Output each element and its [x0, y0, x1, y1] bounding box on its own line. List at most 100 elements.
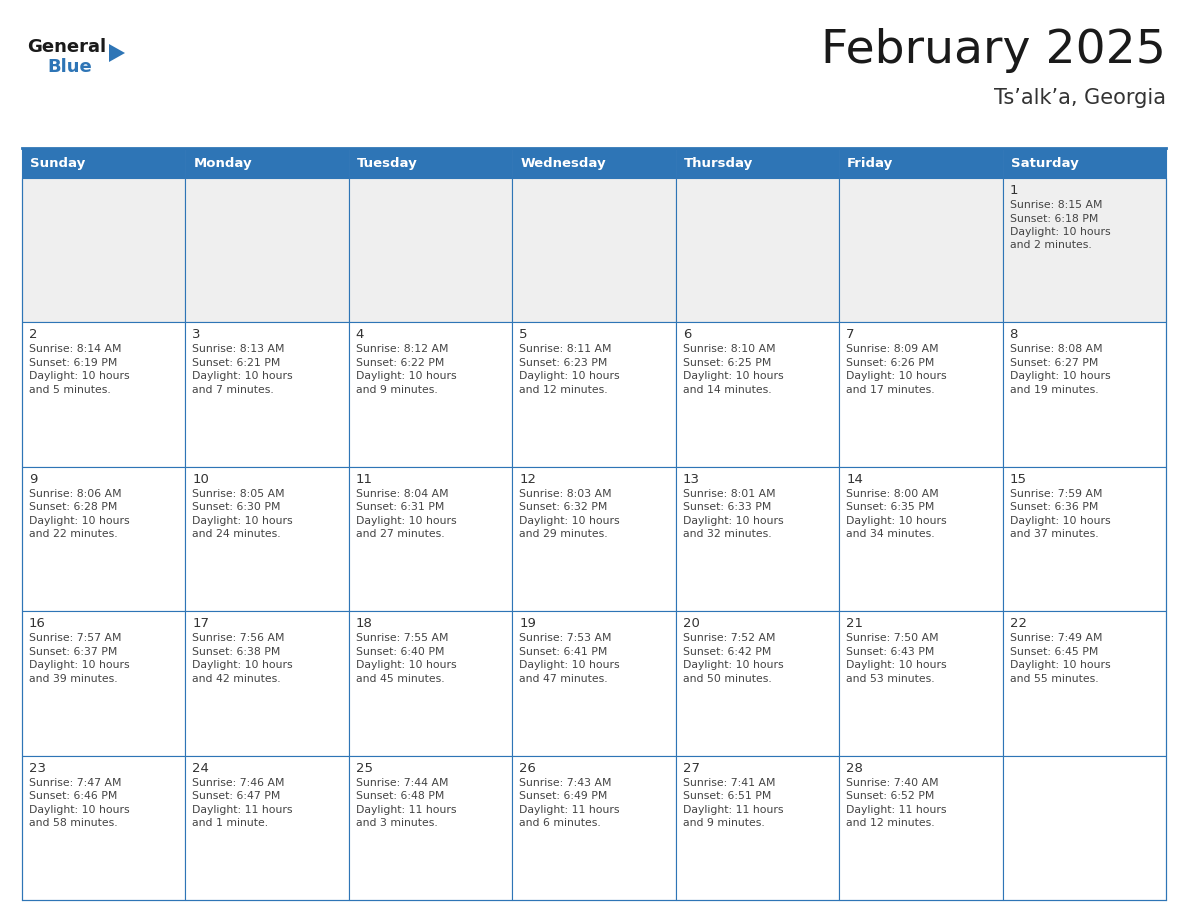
- Text: Sunset: 6:37 PM: Sunset: 6:37 PM: [29, 646, 118, 656]
- Text: Sunrise: 8:14 AM: Sunrise: 8:14 AM: [29, 344, 121, 354]
- Bar: [23, 178, 185, 322]
- Text: 14: 14: [846, 473, 862, 486]
- Text: Sunset: 6:32 PM: Sunset: 6:32 PM: [519, 502, 607, 512]
- Bar: [839, 611, 1003, 756]
- Text: Daylight: 11 hours: Daylight: 11 hours: [846, 804, 947, 814]
- Text: Sunrise: 7:43 AM: Sunrise: 7:43 AM: [519, 778, 612, 788]
- Text: Sunset: 6:48 PM: Sunset: 6:48 PM: [356, 791, 444, 801]
- Text: 19: 19: [519, 617, 536, 630]
- Text: Sunrise: 8:12 AM: Sunrise: 8:12 AM: [356, 344, 448, 354]
- Text: Sunrise: 8:15 AM: Sunrise: 8:15 AM: [1010, 200, 1102, 210]
- Text: and 5 minutes.: and 5 minutes.: [29, 385, 110, 395]
- Text: 6: 6: [683, 329, 691, 341]
- Bar: [23, 466, 185, 611]
- Text: and 29 minutes.: and 29 minutes.: [519, 530, 608, 539]
- Text: 18: 18: [356, 617, 373, 630]
- Text: Sunrise: 7:55 AM: Sunrise: 7:55 AM: [356, 633, 448, 644]
- Text: Sunset: 6:21 PM: Sunset: 6:21 PM: [192, 358, 280, 368]
- Text: Sunrise: 8:00 AM: Sunrise: 8:00 AM: [846, 488, 939, 498]
- Bar: [185, 466, 349, 611]
- Bar: [349, 466, 512, 611]
- Text: Tuesday: Tuesday: [356, 156, 418, 170]
- Text: and 47 minutes.: and 47 minutes.: [519, 674, 608, 684]
- Text: 22: 22: [1010, 617, 1026, 630]
- Polygon shape: [109, 44, 125, 62]
- Text: Sunday: Sunday: [30, 156, 86, 170]
- Text: Sunset: 6:46 PM: Sunset: 6:46 PM: [29, 791, 118, 801]
- Text: Daylight: 10 hours: Daylight: 10 hours: [1010, 372, 1111, 381]
- Text: and 53 minutes.: and 53 minutes.: [846, 674, 935, 684]
- Text: Sunset: 6:19 PM: Sunset: 6:19 PM: [29, 358, 118, 368]
- Text: Sunrise: 8:03 AM: Sunrise: 8:03 AM: [519, 488, 612, 498]
- Text: 10: 10: [192, 473, 209, 486]
- Text: Daylight: 11 hours: Daylight: 11 hours: [356, 804, 456, 814]
- Bar: [512, 178, 676, 322]
- Bar: [512, 322, 676, 466]
- Text: Sunset: 6:23 PM: Sunset: 6:23 PM: [519, 358, 607, 368]
- Bar: [349, 148, 512, 178]
- Text: Sunrise: 7:47 AM: Sunrise: 7:47 AM: [29, 778, 121, 788]
- Text: Daylight: 10 hours: Daylight: 10 hours: [29, 660, 129, 670]
- Bar: [512, 756, 676, 900]
- Text: and 32 minutes.: and 32 minutes.: [683, 530, 771, 539]
- Text: Sunset: 6:43 PM: Sunset: 6:43 PM: [846, 646, 935, 656]
- Text: Daylight: 10 hours: Daylight: 10 hours: [192, 660, 293, 670]
- Text: Sunset: 6:40 PM: Sunset: 6:40 PM: [356, 646, 444, 656]
- Text: Sunrise: 7:44 AM: Sunrise: 7:44 AM: [356, 778, 448, 788]
- Text: and 19 minutes.: and 19 minutes.: [1010, 385, 1098, 395]
- Text: Thursday: Thursday: [684, 156, 753, 170]
- Bar: [839, 178, 1003, 322]
- Bar: [185, 756, 349, 900]
- Text: Daylight: 10 hours: Daylight: 10 hours: [519, 516, 620, 526]
- Text: and 22 minutes.: and 22 minutes.: [29, 530, 118, 539]
- Text: Sunrise: 8:01 AM: Sunrise: 8:01 AM: [683, 488, 776, 498]
- Text: and 14 minutes.: and 14 minutes.: [683, 385, 771, 395]
- Text: 1: 1: [1010, 184, 1018, 197]
- Text: 5: 5: [519, 329, 527, 341]
- Bar: [839, 466, 1003, 611]
- Text: 12: 12: [519, 473, 536, 486]
- Text: Daylight: 10 hours: Daylight: 10 hours: [519, 372, 620, 381]
- Text: and 17 minutes.: and 17 minutes.: [846, 385, 935, 395]
- Text: Sunset: 6:33 PM: Sunset: 6:33 PM: [683, 502, 771, 512]
- Text: and 34 minutes.: and 34 minutes.: [846, 530, 935, 539]
- Text: and 58 minutes.: and 58 minutes.: [29, 818, 118, 828]
- Text: Daylight: 10 hours: Daylight: 10 hours: [1010, 516, 1111, 526]
- Text: 23: 23: [29, 762, 46, 775]
- Text: 9: 9: [29, 473, 37, 486]
- Text: Sunset: 6:27 PM: Sunset: 6:27 PM: [1010, 358, 1098, 368]
- Bar: [676, 322, 839, 466]
- Text: 26: 26: [519, 762, 536, 775]
- Text: Sunrise: 7:56 AM: Sunrise: 7:56 AM: [192, 633, 285, 644]
- Text: Sunrise: 7:52 AM: Sunrise: 7:52 AM: [683, 633, 776, 644]
- Text: and 55 minutes.: and 55 minutes.: [1010, 674, 1098, 684]
- Bar: [349, 611, 512, 756]
- Text: 7: 7: [846, 329, 854, 341]
- Text: Sunrise: 8:11 AM: Sunrise: 8:11 AM: [519, 344, 612, 354]
- Bar: [1003, 466, 1165, 611]
- Bar: [512, 148, 676, 178]
- Bar: [23, 148, 185, 178]
- Bar: [185, 322, 349, 466]
- Bar: [839, 322, 1003, 466]
- Text: and 24 minutes.: and 24 minutes.: [192, 530, 282, 539]
- Text: Sunset: 6:28 PM: Sunset: 6:28 PM: [29, 502, 118, 512]
- Text: Sunset: 6:42 PM: Sunset: 6:42 PM: [683, 646, 771, 656]
- Text: Sunset: 6:35 PM: Sunset: 6:35 PM: [846, 502, 935, 512]
- Text: and 12 minutes.: and 12 minutes.: [519, 385, 608, 395]
- Bar: [512, 466, 676, 611]
- Text: Sunrise: 8:13 AM: Sunrise: 8:13 AM: [192, 344, 285, 354]
- Text: Sunset: 6:18 PM: Sunset: 6:18 PM: [1010, 214, 1098, 223]
- Text: 3: 3: [192, 329, 201, 341]
- Bar: [349, 322, 512, 466]
- Bar: [23, 756, 185, 900]
- Text: Daylight: 11 hours: Daylight: 11 hours: [683, 804, 783, 814]
- Bar: [1003, 611, 1165, 756]
- Text: and 7 minutes.: and 7 minutes.: [192, 385, 274, 395]
- Text: Sunset: 6:45 PM: Sunset: 6:45 PM: [1010, 646, 1098, 656]
- Text: and 6 minutes.: and 6 minutes.: [519, 818, 601, 828]
- Text: and 1 minute.: and 1 minute.: [192, 818, 268, 828]
- Bar: [1003, 756, 1165, 900]
- Text: Sunrise: 8:08 AM: Sunrise: 8:08 AM: [1010, 344, 1102, 354]
- Text: Daylight: 10 hours: Daylight: 10 hours: [846, 516, 947, 526]
